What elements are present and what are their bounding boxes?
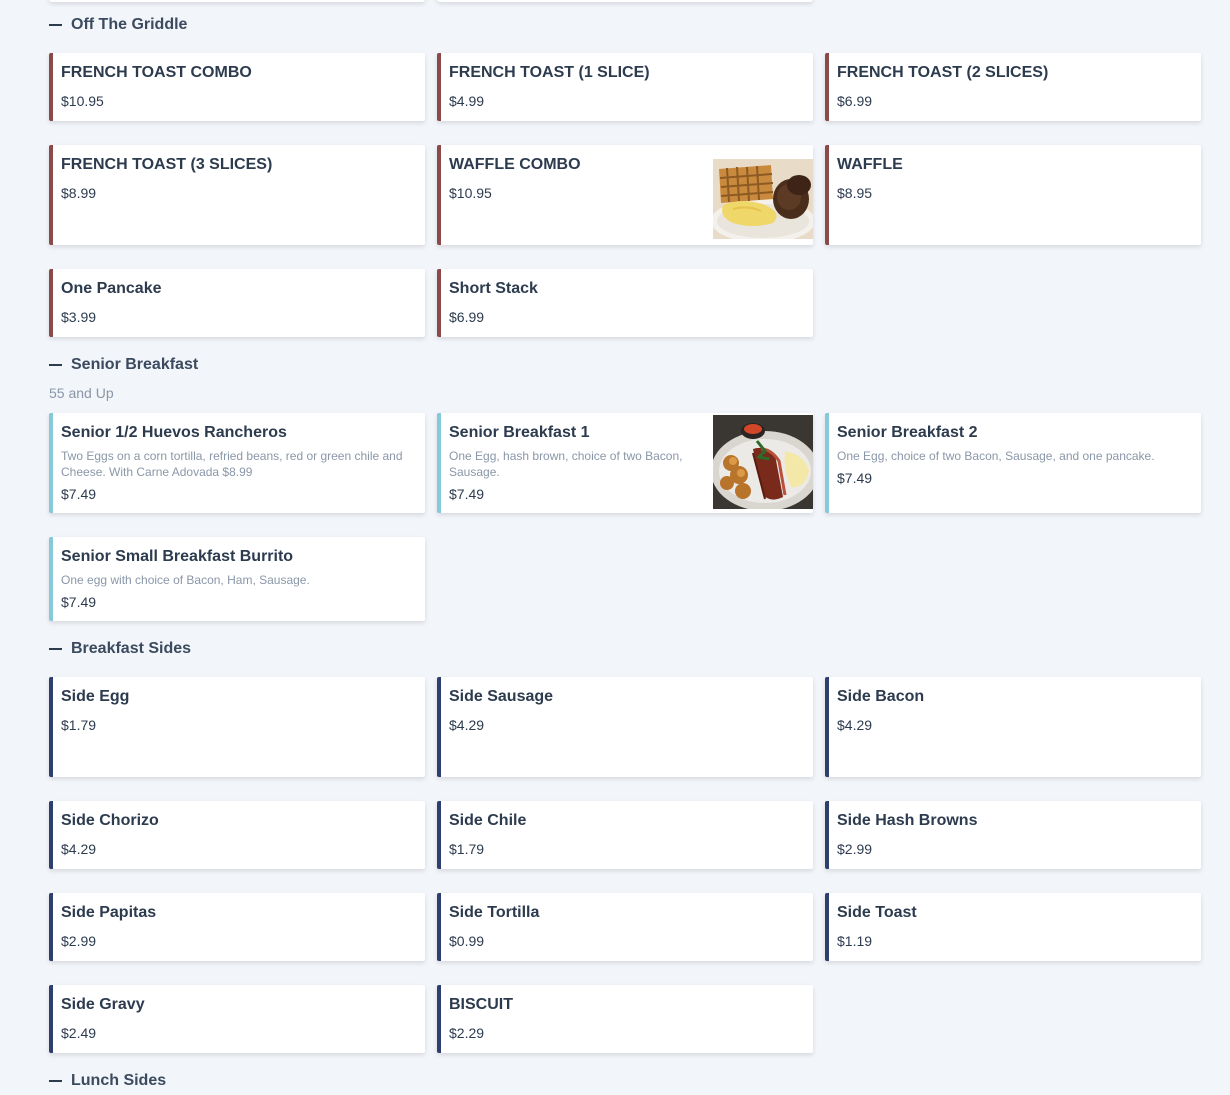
menu-item-card[interactable]: Short Stack $6.99 [437,269,813,337]
menu-item-card[interactable]: Side Hash Browns $2.99 [825,801,1201,869]
menu-item-card[interactable]: Side Egg $1.79 [49,677,425,777]
item-price: $4.29 [837,717,873,733]
menu-item-card[interactable]: FRENCH TOAST COMBO $10.95 [49,53,425,121]
item-name: Senior Breakfast 2 [837,424,978,441]
item-price: $1.19 [837,933,873,949]
item-price: $7.49 [449,486,485,502]
item-name: BISCUIT [449,996,513,1013]
section-title: Breakfast Sides [71,640,192,657]
section-senior-breakfast: Senior Breakfast 55 and Up [49,355,1201,401]
menu-item-card-partial[interactable] [437,0,813,2]
item-name: Side Tortilla [449,904,540,921]
item-price: $2.99 [837,841,873,857]
section-breakfast-sides: Breakfast Sides [49,639,1201,659]
collapse-icon [49,648,62,650]
item-name: Short Stack [449,280,538,297]
section-title: Off The Griddle [71,16,188,33]
item-description: One Egg, hash brown, choice of two Bacon… [449,449,683,479]
section-header[interactable]: Senior Breakfast [49,355,1201,375]
menu-item-card-partial[interactable] [49,0,425,2]
item-price: $8.99 [61,185,97,201]
item-name: WAFFLE [837,156,903,173]
menu-item-card[interactable]: Senior Breakfast 1 One Egg, hash brown, c… [437,413,813,513]
item-name: Side Gravy [61,996,145,1013]
menu-item-card[interactable]: Side Tortilla $0.99 [437,893,813,961]
item-name: Side Egg [61,688,130,705]
menu-item-card[interactable]: One Pancake $3.99 [49,269,425,337]
menu-item-card[interactable]: Senior Breakfast 2 One Egg, choice of two… [825,413,1201,513]
collapse-icon [49,364,62,366]
item-price: $4.29 [61,841,97,857]
item-price: $1.79 [61,717,97,733]
item-name: One Pancake [61,280,162,297]
menu-item-card[interactable]: Side Gravy $2.49 [49,985,425,1053]
item-price: $6.99 [837,93,873,109]
item-price: $2.49 [61,1025,97,1041]
item-name: Side Bacon [837,688,925,705]
item-name: WAFFLE COMBO [449,156,581,173]
item-name: FRENCH TOAST COMBO [61,64,252,81]
section-header[interactable]: Lunch Sides [49,1071,1201,1091]
item-price: $2.29 [449,1025,485,1041]
section-lunch-sides: Lunch Sides [49,1071,1201,1091]
menu-item-card[interactable]: BISCUIT $2.29 [437,985,813,1053]
item-price: $6.99 [449,309,485,325]
section-off-the-griddle: Off The Griddle [49,15,1201,35]
item-price: $2.99 [61,933,97,949]
menu-item-card[interactable]: WAFFLE $8.95 [825,145,1201,245]
item-name: Side Papitas [61,904,157,921]
menu-item-card[interactable]: Side Sausage $4.29 [437,677,813,777]
menu-item-card[interactable]: WAFFLE COMBO $10.95 [437,145,813,245]
collapse-icon [49,1080,62,1082]
section-title: Lunch Sides [71,1072,167,1089]
item-price: $10.95 [449,185,492,201]
item-price: $4.29 [449,717,485,733]
menu-item-card[interactable]: Side Bacon $4.29 [825,677,1201,777]
section-header[interactable]: Off The Griddle [49,15,1201,35]
item-name: Side Sausage [449,688,554,705]
menu-item-card[interactable]: Side Papitas $2.99 [49,893,425,961]
senior-breakfast-photo [713,415,813,509]
item-price: $4.99 [449,93,485,109]
item-price: $1.79 [449,841,485,857]
menu-item-card[interactable]: Side Chile $1.79 [437,801,813,869]
item-name: Side Hash Browns [837,812,978,829]
item-name: Senior 1/2 Huevos Rancheros [61,424,287,441]
item-description: One egg with choice of Bacon, Ham, Sausa… [61,573,310,587]
item-description: One Egg, choice of two Bacon, Sausage, a… [837,449,1155,463]
item-price: $7.49 [61,486,97,502]
section-title: Senior Breakfast [71,356,199,373]
section-subtitle: 55 and Up [49,385,114,401]
item-price: $0.99 [449,933,485,949]
item-name: FRENCH TOAST (1 SLICE) [449,64,650,81]
item-name: Senior Small Breakfast Burrito [61,548,294,565]
item-price: $3.99 [61,309,97,325]
item-price: $10.95 [61,93,104,109]
item-name: Side Chorizo [61,812,159,829]
item-name: Senior Breakfast 1 [449,424,590,441]
menu-item-card[interactable]: FRENCH TOAST (2 SLICES) $6.99 [825,53,1201,121]
menu-item-card[interactable]: Side Toast $1.19 [825,893,1201,961]
item-price: $7.49 [837,470,873,486]
item-name: Side Chile [449,812,527,829]
menu-item-card[interactable]: Senior 1/2 Huevos Rancheros Two Eggs on a… [49,413,425,513]
collapse-icon [49,24,62,26]
item-price: $8.95 [837,185,873,201]
item-price: $7.49 [61,594,97,610]
item-name: FRENCH TOAST (3 SLICES) [61,156,273,173]
item-name: Side Toast [837,904,917,921]
item-description: Two Eggs on a corn tortilla, refried bea… [61,449,403,479]
menu-item-card[interactable]: FRENCH TOAST (3 SLICES) $8.99 [49,145,425,245]
item-name: FRENCH TOAST (2 SLICES) [837,64,1049,81]
menu-item-card[interactable]: FRENCH TOAST (1 SLICE) $4.99 [437,53,813,121]
menu-item-card[interactable]: Senior Small Breakfast Burrito One egg wi… [49,537,425,621]
menu-item-card[interactable]: Side Chorizo $4.29 [49,801,425,869]
waffle-combo-photo [713,159,813,239]
section-header[interactable]: Breakfast Sides [49,639,1201,659]
